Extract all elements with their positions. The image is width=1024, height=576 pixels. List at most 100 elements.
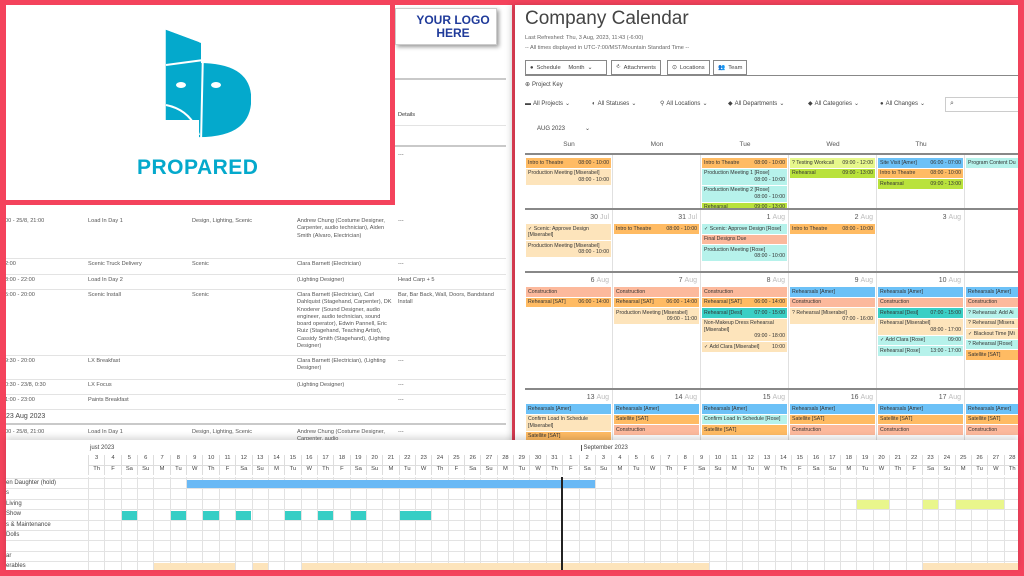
calendar-event[interactable]: Confirm Load In Schedule [Rose] [702,414,787,424]
calendar-event[interactable]: Satellite [SAT] [966,350,1018,360]
calendar-event[interactable]: ? Rehearsal [Rose] [966,339,1018,349]
calendar-event[interactable]: Rehearsal [Miserabel] 08:00 - 17:00 [878,318,963,335]
calendar-event[interactable]: Rehearsal 09:00 - 13:00 [702,202,787,208]
gantt-bar[interactable] [285,510,301,520]
day-cell[interactable]: Program Content Du [965,155,1018,208]
calendar-event[interactable]: Construction [966,297,1018,307]
calendar-event[interactable]: Rehearsals [Amer] [790,287,875,297]
team-button[interactable]: 👥 Team [713,60,748,75]
filter-all-projects[interactable]: ▬ All Projects ⌄ [525,100,570,108]
calendar-event[interactable]: ? Rehearsal [Miserabel] 07:00 - 16:00 [790,308,875,324]
calendar-event[interactable]: Intro to Theatre 08:00 - 10:00 [878,168,963,178]
calendar-event[interactable]: Construction [526,287,611,297]
day-cell[interactable]: 17 Aug Rehearsals [Amer] Satellite [SAT] Con… [877,390,965,445]
calendar-event[interactable]: Rehearsal [SAT] 06:00 - 14:00 [526,297,611,307]
calendar-event[interactable]: Intro to Theatre 08:00 - 10:00 [526,158,611,168]
gantt-bar[interactable] [922,562,1018,570]
day-cell[interactable]: 8 Aug Construction Rehearsal [SAT] 06:00 - 1… [701,273,789,388]
filter-all-changes[interactable]: ● All Changes ⌄ [880,100,925,108]
calendar-event[interactable]: ✓ Add Clara [Miserabel] 10:00 [702,342,787,352]
calendar-event[interactable]: Rehearsal [Desi] 07:00 - 15:00 [878,308,963,318]
gantt-bar[interactable] [170,510,187,520]
calendar-event[interactable]: Rehearsals [Amer] [966,404,1018,414]
calendar-event[interactable]: Rehearsal [SAT] 06:00 - 14:00 [614,297,699,307]
gantt-bar[interactable] [236,510,252,520]
calendar-event[interactable]: Rehearsals [Amer] [702,404,787,414]
calendar-event[interactable]: Rehearsals [Amer] [878,287,963,297]
gantt-bar[interactable] [154,562,236,570]
day-cell[interactable]: 13 Aug Rehearsals [Amer] Confirm Load In Sc… [525,390,613,445]
calendar-event[interactable]: Production Meeting 1 [Rose] 08:00 - 10:00 [702,168,787,185]
day-cell[interactable]: 16 Aug Rehearsals [Amer] Satellite [SAT] Con… [789,390,877,445]
calendar-event[interactable]: Rehearsal [SAT] 06:00 - 14:00 [702,297,787,307]
day-cell[interactable]: 6 Aug Construction Rehearsal [SAT] 06:00 - 1… [525,273,613,388]
calendar-event[interactable]: ✓ Scenic: Approve Design [Rose] [702,224,787,234]
calendar-event[interactable]: Rehearsal [Desi] 07:00 - 15:00 [702,308,787,318]
day-cell[interactable]: Intro to Theatre 08:00 - 10:00 Production … [525,155,613,208]
day-cell[interactable]: 15 Aug Rehearsals [Amer] Confirm Load In Sc… [701,390,789,445]
calendar-event[interactable]: Rehearsals [Amer] [966,287,1018,297]
day-cell[interactable]: Rehearsals [Amer] Construction ? Rehearsal… [965,273,1018,388]
calendar-event[interactable]: Intro to Theatre 08:00 - 10:00 [614,224,699,234]
gantt-bar[interactable] [922,500,939,510]
gantt-bar[interactable] [121,510,138,520]
calendar-event[interactable]: Rehearsals [Amer] [790,404,875,414]
calendar-event[interactable]: Confirm Load In Schedule [Miserabel] [526,414,611,431]
calendar-event[interactable]: Construction [966,425,1018,435]
day-cell[interactable]: 30 Jul ✓ Scenic: Approve Design [Miserabel… [525,210,613,271]
day-cell[interactable]: 1 Aug ✓ Scenic: Approve Design [Rose] Final… [701,210,789,271]
day-cell[interactable]: Site Visit [Amer] 06:00 - 07:00 Intro to T… [877,155,965,208]
calendar-event[interactable]: Production Meeting [Miserabel] 08:00 - 10… [526,241,611,257]
calendar-event[interactable]: Satellite [SAT] [966,414,1018,424]
calendar-event[interactable]: ? Rehearsal: Add Ai [966,308,1018,318]
calendar-event[interactable]: Construction [702,287,787,297]
calendar-event[interactable]: Non-Makeup Dress Rehearsal [Miserabel] 09… [702,318,787,341]
calendar-event[interactable]: Intro to Theatre 08:00 - 10:00 [702,158,787,168]
day-cell[interactable]: 10 Aug Rehearsals [Amer] Construction Rehear… [877,273,965,388]
locations-button[interactable]: ⊙ Locations [667,60,710,75]
calendar-event[interactable]: Construction [878,297,963,307]
calendar-event[interactable]: Construction [614,425,699,435]
filter-all-categories[interactable]: ◆ All Categories ⌄ [808,100,859,108]
calendar-event[interactable]: Rehearsals [Amer] [614,404,699,414]
calendar-event[interactable]: Satellite [SAT] [790,414,875,424]
calendar-event[interactable]: Construction [614,287,699,297]
calendar-event[interactable]: Rehearsals [Amer] [526,404,611,414]
gantt-bar[interactable] [857,500,890,510]
calendar-event[interactable]: Final Designs Due [702,234,787,244]
calendar-event[interactable]: ✓ Blackout Time [Mi [966,329,1018,339]
day-cell[interactable] [965,210,1018,271]
schedule-view-dropdown[interactable]: ● Schedule Month ⌄ [525,60,607,75]
filter-all-locations[interactable]: ⚲ All Locations ⌄ [660,100,707,108]
gantt-bar[interactable] [187,479,595,489]
calendar-event[interactable]: ✓ Add Clara [Rose] 09:00 [878,335,963,345]
filter-all-statuses[interactable]: ◐ All Statuses ⌄ [592,100,636,108]
gantt-bar[interactable] [399,510,432,520]
calendar-event[interactable]: Satellite [SAT] [526,431,611,441]
gantt-bar[interactable] [317,510,334,520]
gantt-bar[interactable] [350,510,366,520]
calendar-event[interactable]: Construction [790,297,875,307]
calendar-event[interactable]: Production Meeting [Rose] 08:00 - 10:00 [702,245,787,261]
calendar-event[interactable]: Site Visit [Amer] 06:00 - 07:00 [878,158,963,168]
calendar-event[interactable]: Intro to Theatre 08:00 - 10:00 [790,224,875,234]
day-cell[interactable]: ? Testing Workcall 09:00 - 12:00 Rehearsal… [789,155,877,208]
day-cell[interactable]: 14 Aug Rehearsals [Amer] Satellite [SAT] Con… [613,390,701,445]
day-cell[interactable]: 31 Jul Intro to Theatre 08:00 - 10:00 [613,210,701,271]
day-cell[interactable]: 9 Aug Rehearsals [Amer] Construction? Rehea… [789,273,877,388]
gantt-bar[interactable] [203,510,219,520]
day-cell[interactable]: 2 Aug Intro to Theatre 08:00 - 10:00 [789,210,877,271]
calendar-event[interactable]: Program Content Du [966,158,1018,168]
month-select[interactable]: AUG 2023 ⌄ [537,125,590,133]
calendar-event[interactable]: Rehearsal [Rose] 13:00 - 17:00 [878,346,963,356]
day-cell[interactable]: Rehearsals [Amer] Satellite [SAT] Construc… [965,390,1018,445]
attachments-button[interactable]: ⎀ Attachments [611,60,661,75]
calendar-event[interactable]: Production Meeting [Miserabel] 08:00 - 10… [526,168,611,185]
gantt-bar[interactable] [252,562,268,570]
calendar-event[interactable]: Satellite [SAT] [878,414,963,424]
day-cell[interactable]: Intro to Theatre 08:00 - 10:00 Production … [701,155,789,208]
calendar-event[interactable]: ? Testing Workcall 09:00 - 12:00 [790,158,875,168]
calendar-event[interactable]: Satellite [SAT] [702,425,787,435]
calendar-event[interactable]: ? Rehearsal [Misera [966,318,1018,328]
calendar-event[interactable]: Construction [790,425,875,435]
